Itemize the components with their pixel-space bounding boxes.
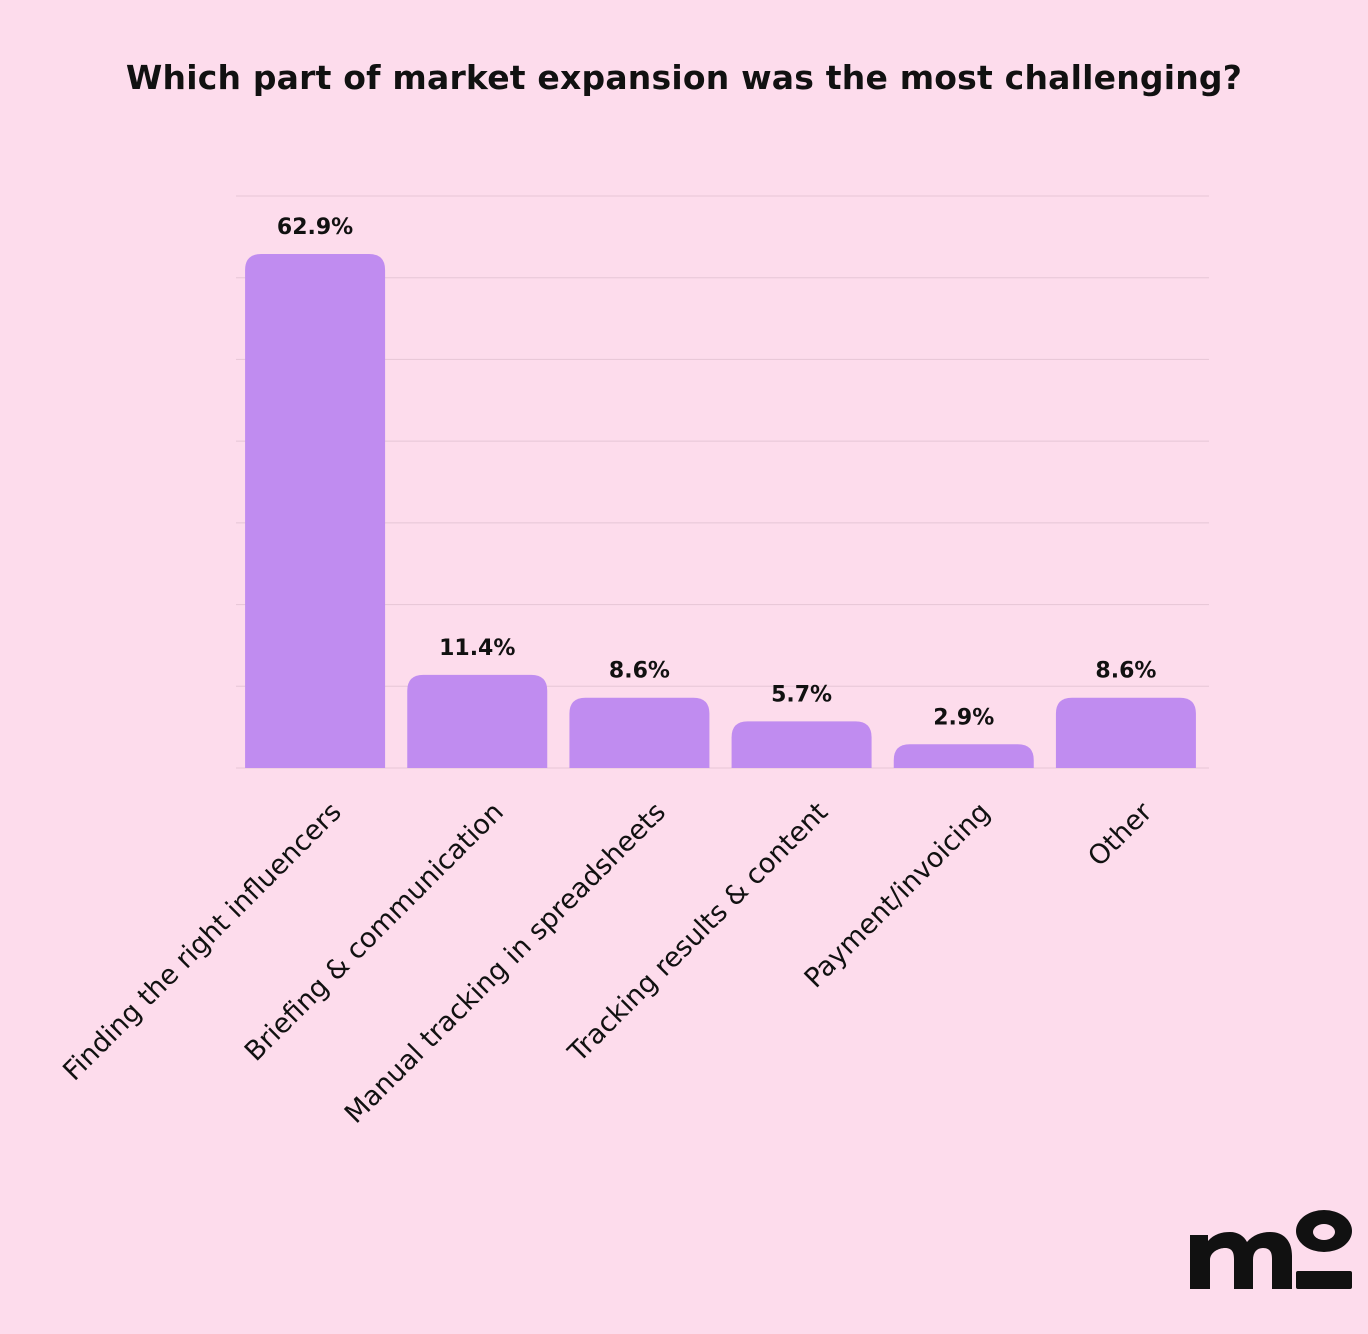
category-label: Finding the right influencers [57,797,347,1087]
logo-mark [1190,1210,1352,1289]
chart-title: Which part of market expansion was the m… [125,58,1243,97]
category-label: Payment/invoicing [799,797,997,995]
category-label: Other [1082,796,1159,873]
bar [1055,697,1196,768]
bar [407,674,548,768]
data-label: 8.6% [1095,659,1156,684]
category-label: Briefing & communication [239,797,510,1068]
value-labels: 62.9% 11.4% 8.6% 5.7% 2.9% 8.6% [277,215,1157,730]
data-label: 5.7% [771,682,832,707]
category-label: Manual tracking in spreadsheets [339,797,672,1130]
data-label: 8.6% [609,659,670,684]
bar [245,254,386,768]
bar [893,744,1034,768]
gridlines [236,195,1209,769]
data-label: 11.4% [439,636,515,661]
category-label: Tracking results & content [562,797,834,1069]
bars [245,254,1196,768]
bar [731,721,872,768]
data-label: 2.9% [933,705,994,730]
data-label: 62.9% [277,215,353,240]
brand-logo [1190,1210,1352,1289]
bar [569,697,710,768]
